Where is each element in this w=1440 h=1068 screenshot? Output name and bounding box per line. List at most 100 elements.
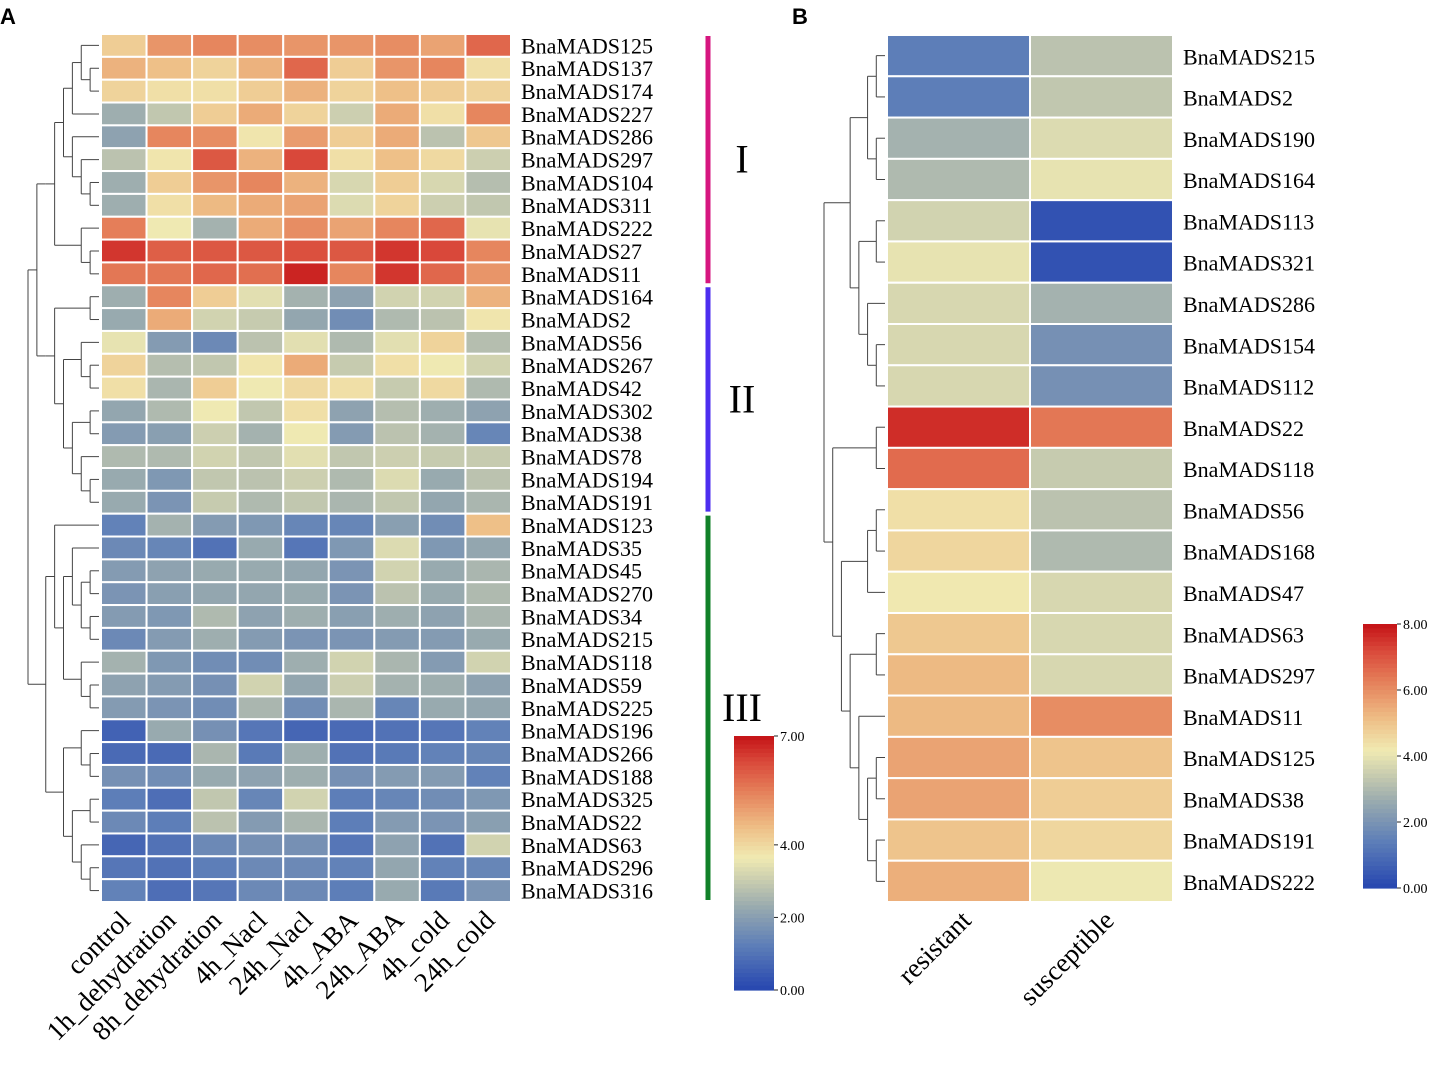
heatmap-cell [100, 238, 148, 264]
colorbar-segment [1363, 813, 1397, 819]
colorbar-segment [1363, 844, 1397, 849]
colorbar-segment [1363, 681, 1397, 687]
heatmap-cell [418, 741, 467, 766]
heatmap-cell [236, 809, 285, 835]
heatmap-cell [145, 101, 194, 127]
row-label: BnaMADS188 [521, 764, 653, 789]
heatmap-cell [464, 786, 513, 812]
heatmap-cell [373, 352, 421, 378]
heatmap-cell [327, 124, 376, 150]
heatmap-cell [886, 818, 1031, 862]
colorbar-segment [734, 867, 774, 873]
colorbar-segment [734, 786, 774, 792]
heatmap-cell [1029, 116, 1174, 160]
heatmap-cell [236, 307, 285, 332]
heatmap-cell [236, 284, 285, 310]
heatmap-cell [1029, 323, 1174, 367]
row-label: BnaMADS321 [1183, 251, 1315, 276]
heatmap-cell [145, 375, 194, 401]
heatmap-cell [282, 192, 330, 218]
heatmap-cell [373, 489, 421, 515]
heatmap-cell [282, 147, 330, 173]
heatmap-cell [100, 55, 148, 81]
heatmap-cell [145, 192, 194, 218]
heatmap-cell [373, 718, 421, 744]
row-label: BnaMADS137 [521, 56, 653, 81]
heatmap-cell [373, 741, 421, 766]
row-label: BnaMADS59 [521, 673, 642, 698]
heatmap-cell [236, 170, 285, 195]
heatmap-cell [464, 695, 513, 721]
heatmap-cell [145, 467, 194, 492]
colorbar-segment [734, 795, 774, 801]
heatmap-cell [373, 421, 421, 447]
colorbar-tick-label: 4.00 [1403, 750, 1428, 765]
heatmap-cell [100, 855, 148, 881]
colorbar-segment [734, 761, 774, 767]
heatmap-cell [1029, 281, 1174, 326]
row-label: BnaMADS222 [1183, 870, 1315, 895]
heatmap-cell [886, 777, 1031, 821]
heatmap-cell [464, 261, 513, 287]
heatmap-cell [100, 398, 148, 424]
colorbar-segment [1363, 725, 1397, 731]
colorbar-segment [734, 943, 774, 949]
colorbar-segment [1363, 791, 1397, 797]
heatmap-cell [191, 101, 239, 127]
heatmap-cell [373, 444, 421, 470]
heatmap-cell [418, 832, 467, 858]
heatmap-cell [236, 444, 285, 470]
colorbar-segment [1363, 668, 1397, 673]
heatmap-cell [100, 329, 148, 355]
colorbar-segment [1363, 698, 1397, 704]
colorbar-segment [734, 930, 774, 936]
heatmap-cell [236, 101, 285, 127]
row-label: BnaMADS174 [521, 79, 653, 104]
heatmap-cell [418, 672, 467, 698]
heatmap-cell [236, 512, 285, 538]
heatmap-cell [236, 649, 285, 675]
heatmap-cell [191, 398, 239, 424]
colorbar-tick-label: 6.00 [1403, 684, 1428, 699]
heatmap-cell [191, 718, 239, 744]
row-label: BnaMADS34 [521, 604, 642, 629]
heatmap-cell [464, 558, 513, 584]
heatmap-cell [191, 809, 239, 835]
heatmap-cell [1029, 405, 1174, 449]
heatmap-cell [464, 489, 513, 515]
colorbar-segment [734, 985, 774, 991]
heatmap-cell [327, 467, 376, 492]
heatmap-cell [236, 581, 285, 607]
colorbar-segment [734, 918, 774, 923]
heatmap-cell [191, 695, 239, 721]
heatmap-cell [464, 512, 513, 538]
colorbar-segment [734, 892, 774, 898]
heatmap-cell [418, 786, 467, 812]
colorbar-segment [734, 875, 774, 881]
row-label: BnaMADS164 [1183, 168, 1315, 193]
heatmap-cell [418, 695, 467, 721]
colorbar-segment [734, 829, 774, 834]
colorbar-segment [734, 888, 774, 894]
heatmap-cell [191, 558, 239, 584]
heatmap-cell [236, 398, 285, 424]
row-label: BnaMADS27 [521, 239, 642, 264]
colorbar-tick-label: 2.00 [1403, 816, 1428, 831]
heatmap-cell [327, 352, 376, 378]
heatmap-cell [236, 718, 285, 744]
heatmap-cell [886, 405, 1031, 449]
heatmap-cell [282, 763, 330, 789]
heatmap-cell [282, 695, 330, 721]
heatmap-cell [191, 33, 239, 58]
heatmap-cell [373, 467, 421, 492]
heatmap-cell [1029, 240, 1174, 284]
heatmap-cell [191, 375, 239, 401]
heatmap-cell [191, 284, 239, 310]
heatmap-cell [100, 215, 148, 241]
heatmap-cell [191, 649, 239, 675]
colorbar-segment [1363, 637, 1397, 643]
heatmap-cell [100, 672, 148, 698]
heatmap-cell [145, 878, 194, 904]
heatmap-cell [145, 238, 194, 264]
row-label: BnaMADS125 [521, 33, 653, 58]
